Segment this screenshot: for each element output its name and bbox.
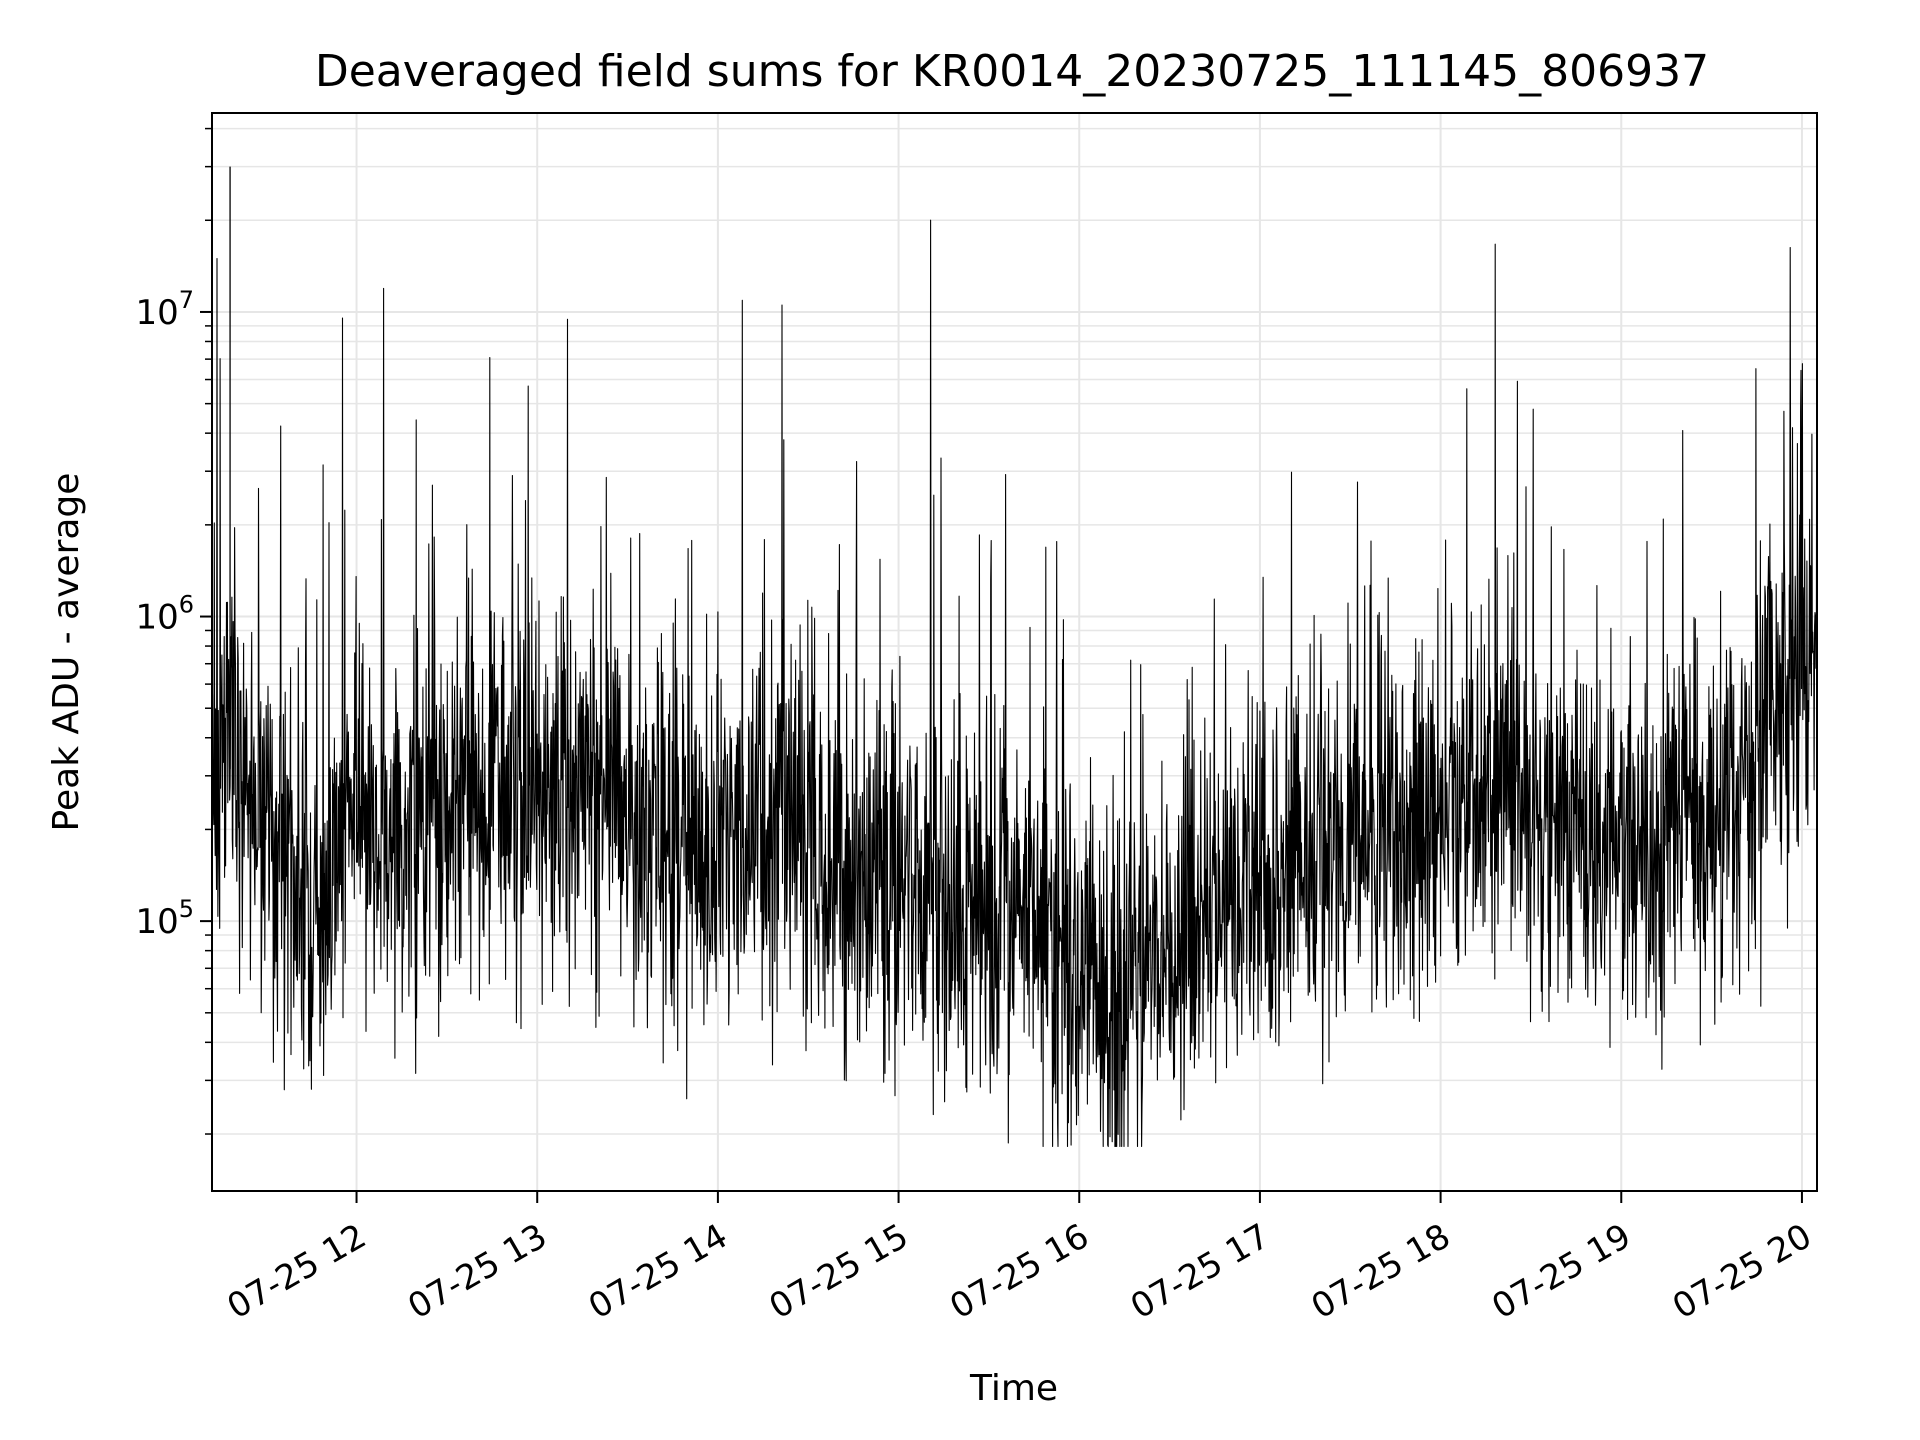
plot-area <box>211 166 1818 1148</box>
y-tick-label: 106 <box>135 591 194 638</box>
y-tick-label: 107 <box>135 286 194 333</box>
x-tick-label: 07-25 17 <box>1124 1216 1276 1327</box>
chart-title: Deaveraged field sums for KR0014_2023072… <box>315 46 1709 97</box>
x-tick-label: 07-25 13 <box>401 1216 553 1327</box>
x-tick-label: 07-25 15 <box>763 1216 915 1327</box>
x-tick-label: 07-25 12 <box>221 1216 373 1327</box>
x-axis-label: Time <box>969 1368 1058 1409</box>
y-axis: 105 106 107 <box>135 127 212 1135</box>
x-tick-label: 07-25 19 <box>1485 1216 1637 1327</box>
x-tick-label: 07-25 16 <box>943 1216 1095 1327</box>
y-tick-label: 105 <box>135 895 194 942</box>
y-axis-label: Peak ADU - average <box>46 473 87 832</box>
x-axis: 07-25 12 07-25 13 07-25 14 07-25 15 07-25 16… <box>221 1191 1818 1327</box>
series-line <box>211 219 1818 1148</box>
grid <box>212 113 1817 1191</box>
x-tick-label: 07-25 20 <box>1666 1216 1818 1327</box>
x-tick-label: 07-25 18 <box>1305 1216 1457 1327</box>
x-tick-label: 07-25 14 <box>582 1216 734 1327</box>
axes-frame <box>211 112 1818 1192</box>
